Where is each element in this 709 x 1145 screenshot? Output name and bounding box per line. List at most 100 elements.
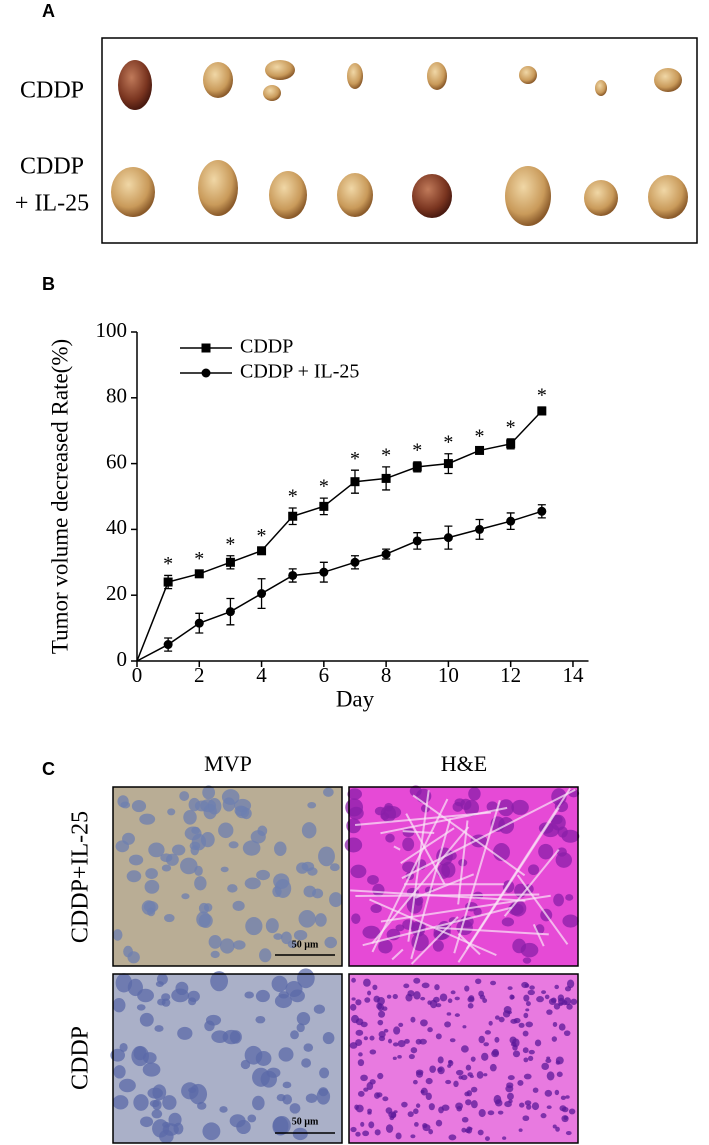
cell [413,991,421,1000]
cell [465,1064,472,1071]
cell [210,971,229,992]
cell [194,800,209,812]
cell [329,892,343,908]
x-tick-label: 12 [500,663,521,687]
panel-label: B [42,274,55,294]
data-point [412,462,422,472]
cell [142,1052,157,1064]
cell [435,1119,443,1127]
tumor [648,175,688,219]
cell [441,1104,450,1111]
cell [221,789,240,805]
cell [236,1119,251,1135]
cell [561,829,580,843]
cell [551,814,566,831]
cell [509,994,515,1000]
cell [113,1065,126,1079]
cell [252,1095,265,1111]
cell [181,1082,199,1100]
legend-marker [201,368,211,378]
cell [428,1103,435,1111]
cell [374,1129,381,1136]
cell [519,1102,525,1108]
cell [386,994,392,999]
significance-mark: * [412,440,422,462]
cell [360,1121,365,1127]
cell [218,822,234,839]
significance-mark: * [443,431,453,453]
tumor [337,173,373,217]
cell [498,1016,505,1023]
cell [402,827,415,838]
data-point [475,524,485,534]
cell [369,1035,375,1041]
cell [388,1111,397,1118]
cell [526,1104,532,1110]
scale-bar-label: 50 µm [292,1116,319,1127]
cell [374,1092,380,1099]
cell [377,1003,384,1012]
cell [354,1104,359,1110]
cell [425,1077,433,1085]
tumor [347,63,363,89]
stroma [354,811,491,827]
cell [466,1126,473,1134]
cell [444,1021,452,1028]
stroma [369,898,497,957]
x-tick-label: 8 [381,663,392,687]
cell [366,1082,374,1091]
x-tick-label: 2 [194,663,205,687]
tumor [519,66,537,84]
tumor [595,80,607,96]
cell [546,1105,552,1110]
cell [197,1101,207,1110]
cell [227,884,238,893]
cell [307,801,317,809]
cell [191,833,207,851]
cell [528,1049,535,1055]
cell [293,930,308,941]
cell [544,1089,553,1097]
cell [290,1030,299,1040]
legend-label: CDDP [240,336,293,358]
x-axis-label: Day [336,686,375,711]
cell [455,1069,464,1076]
cell [563,1030,571,1037]
cell [456,1106,463,1112]
cell [453,1080,459,1088]
cell [322,1032,335,1045]
cell [155,981,164,987]
cell [372,984,378,991]
stroma [371,826,470,945]
cell [159,1129,174,1144]
cell [479,994,486,1000]
cell [456,920,473,936]
cell [470,1086,478,1093]
cell [478,1109,486,1118]
cell [149,1099,160,1108]
cell [210,950,220,959]
cell [360,1074,368,1082]
cell [488,1020,493,1026]
cell [292,1127,308,1141]
cell [489,1063,497,1072]
cell [382,1096,389,1102]
column-label: H&E [441,751,487,776]
tumor [203,62,233,98]
stroma [453,800,501,954]
cell [273,933,283,940]
cell [301,822,317,839]
cell [118,1078,136,1093]
cell [563,997,572,1006]
cell [162,1095,177,1110]
cell [494,1015,500,1020]
cell [345,798,364,817]
data-point [412,536,422,546]
cell [274,878,292,899]
cell [323,787,334,797]
cell [145,868,158,879]
cell [544,994,550,1000]
significance-mark: * [475,425,485,447]
